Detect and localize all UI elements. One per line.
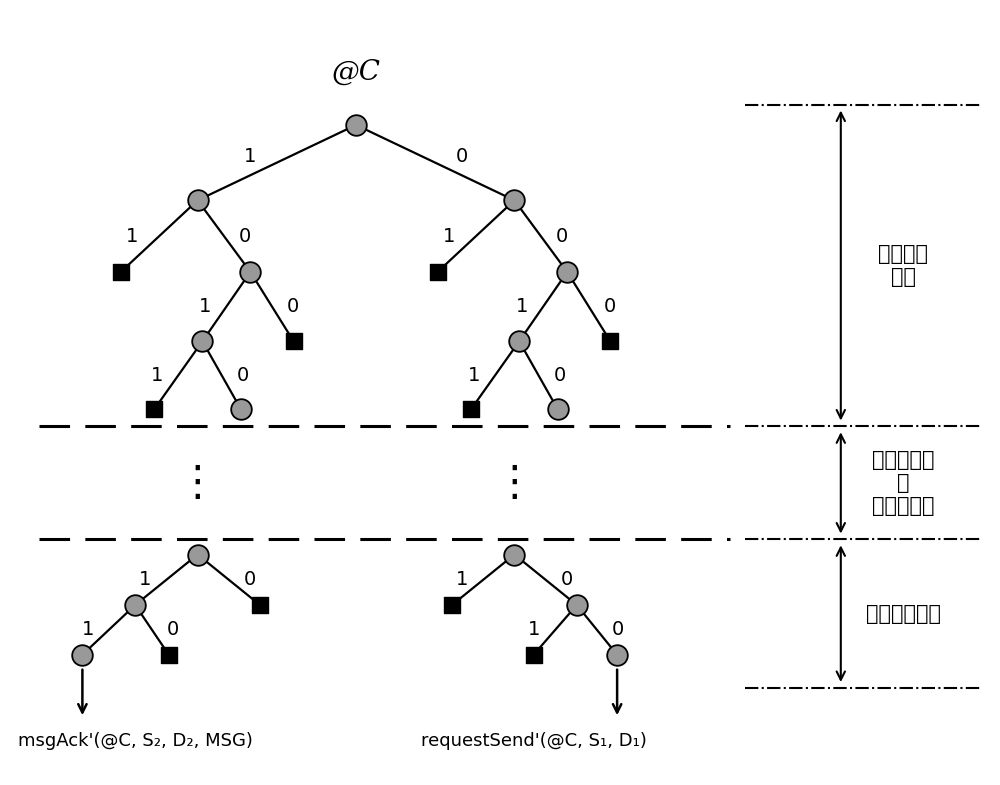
Point <box>526 648 542 661</box>
Text: requestSend'(@C, S₁, D₁): requestSend'(@C, S₁, D₁) <box>421 732 647 750</box>
Text: 0: 0 <box>456 147 468 166</box>
Point <box>463 403 479 415</box>
Text: 1: 1 <box>126 227 139 246</box>
Point <box>113 265 129 278</box>
Point <box>559 265 575 278</box>
Text: msgAck'(@C, S₂, D₂, MSG): msgAck'(@C, S₂, D₂, MSG) <box>18 732 253 750</box>
Text: 0: 0 <box>237 366 249 385</box>
Point <box>242 265 258 278</box>
Point <box>550 403 566 415</box>
Text: 1: 1 <box>528 620 540 640</box>
Text: 0: 0 <box>287 297 299 316</box>
Text: 1: 1 <box>151 366 163 385</box>
Point <box>74 648 90 661</box>
Point <box>233 403 249 415</box>
Text: 0: 0 <box>167 620 179 640</box>
Point <box>146 403 162 415</box>
Text: ⋮: ⋮ <box>494 462 535 504</box>
Text: 1: 1 <box>443 227 455 246</box>
Text: 1: 1 <box>244 147 256 166</box>
Point <box>161 648 177 661</box>
Point <box>430 265 446 278</box>
Text: 1: 1 <box>81 620 94 640</box>
Point <box>506 194 522 206</box>
Text: 0: 0 <box>561 570 573 590</box>
Point <box>286 335 302 348</box>
Point <box>190 194 206 206</box>
Text: 0: 0 <box>244 570 256 590</box>
Text: @C: @C <box>332 59 380 86</box>
Text: 补充信息编码: 补充信息编码 <box>866 604 941 623</box>
Text: 1: 1 <box>516 297 528 316</box>
Point <box>190 548 206 560</box>
Point <box>506 548 522 560</box>
Point <box>511 335 527 348</box>
Point <box>609 648 625 661</box>
Point <box>127 599 143 612</box>
Text: 1: 1 <box>456 570 468 590</box>
Text: 信息类型
编码: 信息类型 编码 <box>878 244 928 287</box>
Text: 0: 0 <box>553 366 566 385</box>
Text: 1: 1 <box>468 366 480 385</box>
Point <box>252 599 268 612</box>
Text: 1: 1 <box>139 570 151 590</box>
Text: 0: 0 <box>604 297 616 316</box>
Text: 发送方编码
和
接收方编码: 发送方编码 和 接收方编码 <box>872 450 934 516</box>
Text: 0: 0 <box>239 227 251 246</box>
Point <box>348 119 364 131</box>
Text: 0: 0 <box>612 620 624 640</box>
Point <box>569 599 585 612</box>
Text: 1: 1 <box>199 297 211 316</box>
Point <box>444 599 460 612</box>
Point <box>602 335 618 348</box>
Text: ⋮: ⋮ <box>177 462 218 504</box>
Text: 0: 0 <box>556 227 568 246</box>
Point <box>194 335 210 348</box>
